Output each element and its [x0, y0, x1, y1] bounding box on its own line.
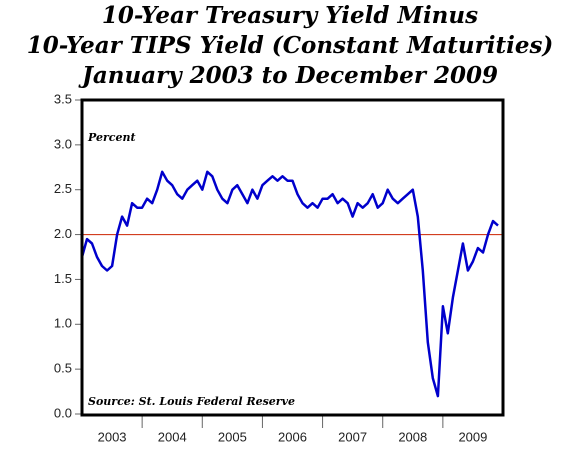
x-tick-label: 2003 — [98, 429, 127, 444]
x-tick-label: 2007 — [338, 429, 367, 444]
chart-title: 10-Year Treasury Yield Minus — [102, 2, 478, 29]
y-tick-label: 1.5 — [54, 271, 72, 286]
source-note: Source: St. Louis Federal Reserve — [88, 395, 295, 408]
y-tick-label: 2.0 — [54, 226, 72, 241]
plot-frame — [80, 98, 505, 417]
y-tick-label: 2.5 — [54, 181, 72, 196]
data-line — [80, 170, 499, 398]
y-tick-label: 3.5 — [54, 91, 72, 106]
y-tick-label: 0.5 — [54, 361, 72, 376]
x-tick-label: 2005 — [218, 429, 247, 444]
y-axis-label: Percent — [87, 131, 136, 144]
y-tick-label: 3.0 — [54, 136, 72, 151]
y-tick-label: 1.0 — [54, 316, 72, 331]
x-tick-label: 2004 — [158, 429, 187, 444]
x-tick-label: 2008 — [398, 429, 427, 444]
y-tick-label: 0.0 — [54, 405, 72, 420]
x-tick-label: 2009 — [458, 429, 487, 444]
chart-title: 10-Year TIPS Yield (Constant Maturities) — [27, 32, 554, 59]
x-tick-label: 2006 — [278, 429, 307, 444]
chart-title: January 2003 to December 2009 — [78, 62, 498, 89]
